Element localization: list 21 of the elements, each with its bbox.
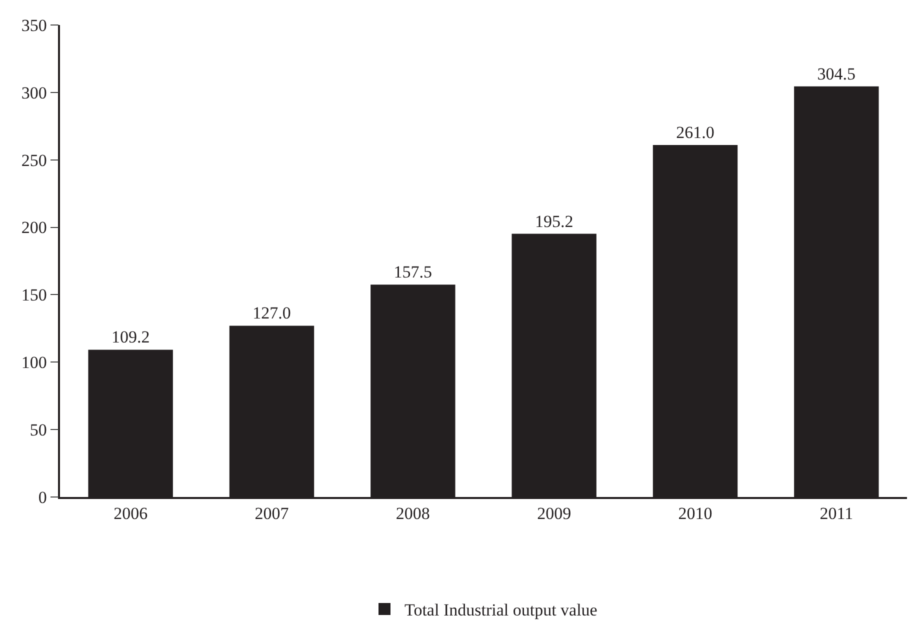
data-label: 127.0	[252, 304, 291, 323]
legend-label: Total Industrial output value	[404, 600, 598, 620]
y-tick-label: 50	[30, 420, 47, 440]
x-tick-label: 2011	[820, 504, 854, 524]
x-tick-label: 2007	[254, 504, 290, 524]
data-label: 195.2	[534, 212, 574, 231]
data-label: 157.5	[394, 262, 432, 282]
x-tick-label: 2010	[678, 504, 712, 524]
x-tick-label: 2008	[396, 504, 430, 524]
y-tick-label: 100	[21, 353, 47, 372]
y-tick-label: 350	[21, 16, 47, 35]
data-label: 261.0	[676, 123, 714, 142]
x-tick-label: 2009	[537, 504, 572, 524]
y-tick-label: 0	[38, 488, 47, 507]
y-tick-label: 200	[21, 218, 47, 238]
data-label: 304.5	[817, 64, 856, 84]
y-tick-label: 150	[21, 286, 47, 305]
y-tick-label: 250	[21, 150, 47, 170]
x-tick-label: 2006	[114, 504, 148, 524]
data-label: 109.2	[111, 328, 150, 347]
y-tick-label: 300	[21, 83, 47, 102]
